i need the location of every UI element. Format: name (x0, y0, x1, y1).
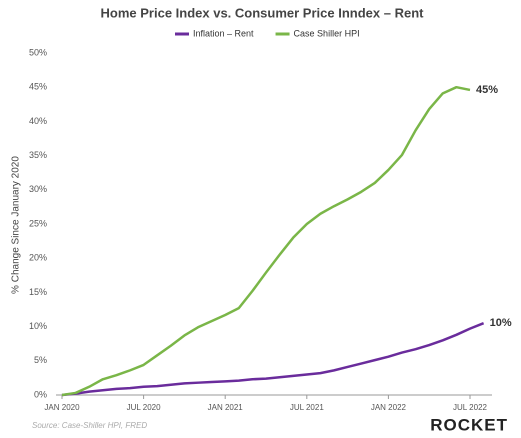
chart-title: Home Price Index vs. Consumer Price Innd… (101, 5, 425, 20)
source-note: Source: Case-Shiller HPI, FRED (32, 421, 147, 430)
y-tick-label: 0% (34, 389, 47, 399)
y-tick-label: 45% (29, 82, 47, 92)
y-tick-label: 35% (29, 150, 47, 160)
y-tick-label: 25% (29, 218, 47, 228)
y-tick-label: 15% (29, 287, 47, 297)
end-label: 45% (476, 84, 498, 96)
y-tick-label: 5% (34, 355, 47, 365)
x-tick-label: JAN 2022 (371, 403, 407, 412)
y-axis-title: % Change Since January 2020 (11, 156, 22, 294)
y-tick-label: 40% (29, 116, 47, 126)
x-tick-label: JUL 2022 (453, 403, 488, 412)
y-tick-label: 10% (29, 321, 47, 331)
y-tick-label: 20% (29, 253, 47, 263)
x-tick-label: JAN 2020 (44, 403, 80, 412)
x-tick-label: JUL 2020 (127, 403, 162, 412)
series-line (61, 322, 485, 397)
x-tick-label: JUL 2021 (290, 403, 325, 412)
logo: ROCKET (430, 415, 508, 434)
y-tick-label: 50% (29, 47, 47, 57)
end-label: 10% (490, 317, 512, 329)
legend-label: Case Shiller HPI (294, 28, 360, 38)
x-tick-label: JAN 2021 (208, 403, 244, 412)
series-line (61, 85, 471, 397)
legend-label: Inflation – Rent (193, 28, 254, 38)
y-tick-label: 30% (29, 184, 47, 194)
